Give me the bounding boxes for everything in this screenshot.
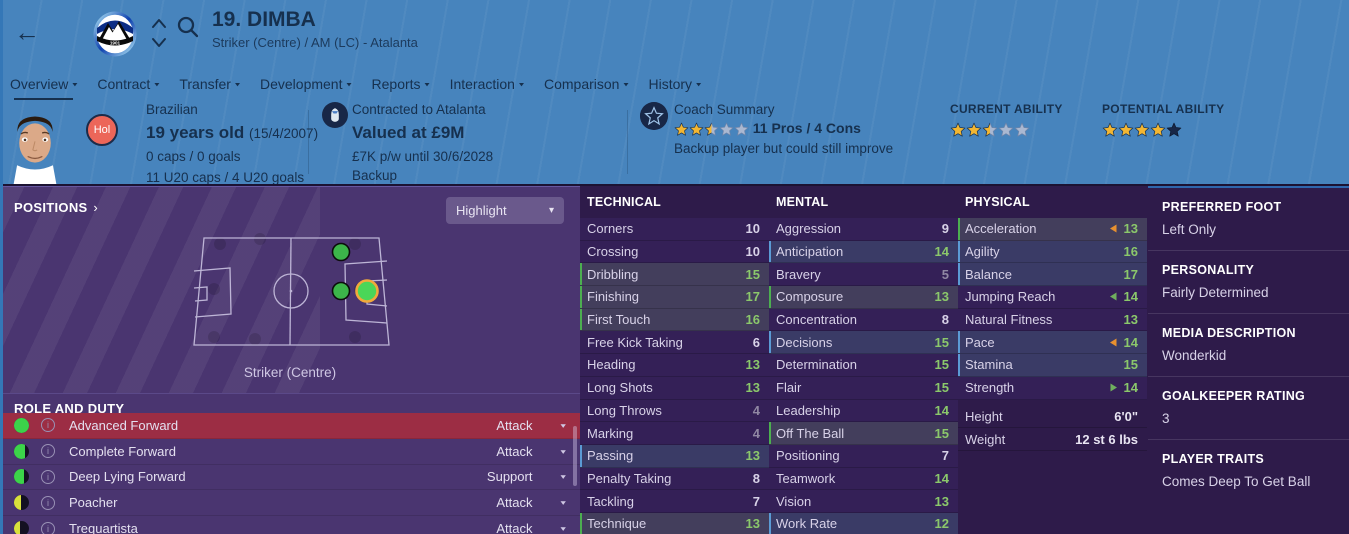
svg-text:1901: 1901: [110, 41, 121, 46]
